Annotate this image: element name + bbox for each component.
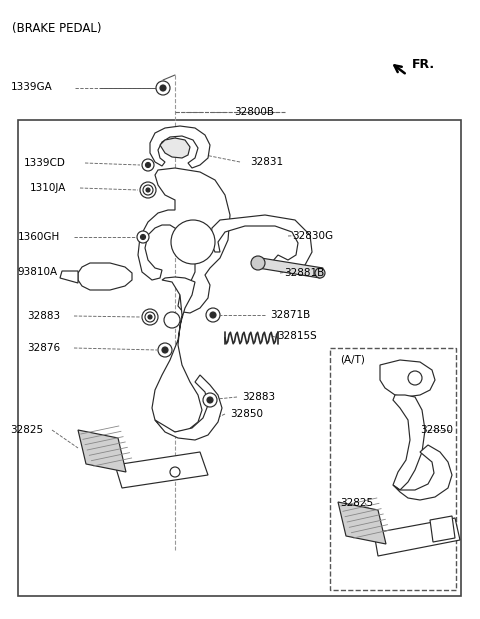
Text: 1360GH: 1360GH [18,232,60,242]
Circle shape [158,343,172,357]
Circle shape [203,393,217,407]
Text: 93810A: 93810A [18,267,58,277]
Circle shape [171,220,215,264]
Circle shape [148,315,152,319]
Text: 32815S: 32815S [277,331,317,341]
Polygon shape [430,516,455,542]
Circle shape [162,347,168,353]
Circle shape [143,185,153,195]
Polygon shape [380,360,435,397]
Circle shape [408,371,422,385]
Text: 32831: 32831 [250,157,283,167]
Bar [330,348,456,590]
Circle shape [145,163,151,168]
Polygon shape [338,502,386,544]
Circle shape [142,309,158,325]
Circle shape [140,182,156,198]
Circle shape [251,256,265,270]
Polygon shape [152,277,202,432]
Text: 32825: 32825 [340,498,373,508]
Circle shape [141,235,145,240]
Text: 32881B: 32881B [284,268,324,278]
Polygon shape [258,258,323,278]
Polygon shape [60,271,78,283]
Bar [18,120,461,596]
Text: 32876: 32876 [27,343,60,353]
Circle shape [156,81,170,95]
Polygon shape [393,445,452,500]
Text: 32871B: 32871B [270,310,310,320]
Circle shape [170,467,180,477]
Polygon shape [393,395,425,490]
Circle shape [160,85,166,91]
Polygon shape [150,126,210,168]
Text: 32830G: 32830G [292,231,333,241]
Circle shape [164,312,180,328]
Text: 32850: 32850 [230,409,263,419]
Circle shape [207,397,213,403]
Text: (BRAKE PEDAL): (BRAKE PEDAL) [12,22,101,35]
Polygon shape [160,138,190,158]
Circle shape [210,312,216,318]
Polygon shape [138,168,230,313]
Text: 32825: 32825 [10,425,43,435]
Text: (A/T): (A/T) [340,355,365,365]
Text: 32850: 32850 [420,425,453,435]
Circle shape [146,188,150,192]
Polygon shape [78,430,126,472]
Text: 1310JA: 1310JA [30,183,66,193]
Polygon shape [374,518,460,556]
Polygon shape [78,263,132,290]
Circle shape [137,231,149,243]
Text: 1339GA: 1339GA [11,82,53,92]
Polygon shape [210,215,312,272]
Polygon shape [115,452,208,488]
Text: 32800B: 32800B [234,107,274,117]
Circle shape [206,308,220,322]
Polygon shape [155,375,222,440]
Circle shape [142,159,154,171]
Text: 32883: 32883 [27,311,60,321]
Text: FR.: FR. [412,58,435,71]
Circle shape [315,268,325,278]
Circle shape [145,312,155,322]
Text: 32883: 32883 [242,392,275,402]
Text: 1339CD: 1339CD [24,158,66,168]
